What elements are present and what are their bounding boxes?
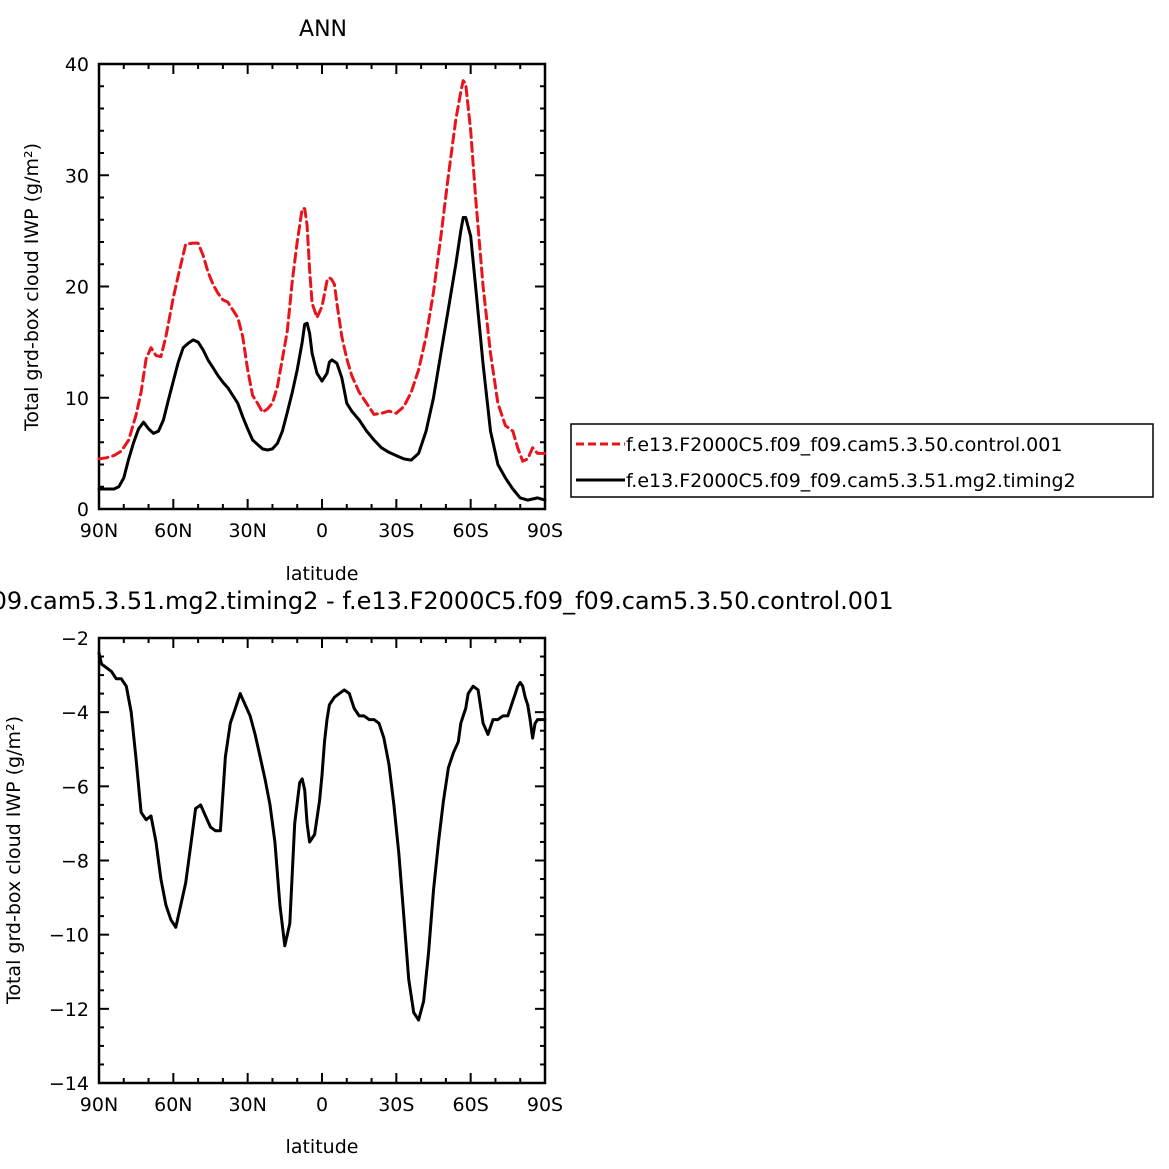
x-tick-label: 0 xyxy=(316,1094,328,1116)
y-tick-label: −12 xyxy=(49,999,89,1021)
y-tick-label: 20 xyxy=(65,277,89,299)
bottom-xlabel: latitude xyxy=(286,1136,359,1158)
y-tick-label: −14 xyxy=(49,1073,89,1095)
x-tick-label: 90N xyxy=(80,520,118,542)
y-tick-label: −6 xyxy=(61,776,89,798)
y-tick-label: −8 xyxy=(61,851,89,873)
top-chart-title: ANN xyxy=(299,17,347,42)
series-line-control xyxy=(97,79,547,463)
y-tick-label: −2 xyxy=(61,628,89,650)
x-tick-label: 0 xyxy=(316,520,328,542)
x-tick-label: 90S xyxy=(527,1094,563,1116)
y-tick-label: 40 xyxy=(65,54,89,76)
x-tick-label: 30N xyxy=(228,1094,266,1116)
x-tick-label: 60S xyxy=(453,1094,489,1116)
top-xlabel: latitude xyxy=(286,563,359,585)
legend: f.e13.F2000C5.f09_f09.cam5.3.50.control.… xyxy=(570,423,1154,498)
x-tick-label: 60S xyxy=(453,520,489,542)
bottom-plot-area: 90N 60N 30N 0 30S 60S 90S −2 −4 −6 −8 −10 −12 −14 xyxy=(49,628,563,1116)
series-line-timing2 xyxy=(97,216,547,502)
legend-label-timing2: f.e13.F2000C5.f09_f09.cam5.3.51.mg2.timi… xyxy=(626,470,1076,492)
x-tick-label: 60N xyxy=(154,1094,192,1116)
y-tick-label: −10 xyxy=(49,925,89,947)
x-tick-label: 30S xyxy=(378,1094,414,1116)
y-tick-label: 30 xyxy=(65,165,89,187)
series-line-difference xyxy=(97,651,547,1022)
top-ylabel: Total grd-box cloud IWP (g/m²) xyxy=(21,143,43,432)
bottom-ylabel: Total grd-box cloud IWP (g/m²) xyxy=(3,716,25,1005)
plot-frame xyxy=(97,62,547,511)
legend-label-control: f.e13.F2000C5.f09_f09.cam5.3.50.control.… xyxy=(626,434,1062,456)
x-tick-label: 90S xyxy=(527,520,563,542)
legend-box xyxy=(570,423,1154,498)
x-tick-label: 60N xyxy=(154,520,192,542)
x-tick-label: 30N xyxy=(228,520,266,542)
y-tick-label: −4 xyxy=(61,702,89,724)
x-tick-label: 90N xyxy=(80,1094,118,1116)
x-tick-label: 30S xyxy=(378,520,414,542)
y-tick-label: 0 xyxy=(77,499,89,521)
plot-frame xyxy=(97,636,547,1085)
top-panel: ANN Total grd-box cloud IWP (g/m²) latit… xyxy=(21,17,563,585)
bottom-panel: f.e13.F2000C5.f09_f09.cam5.3.51.mg2.timi… xyxy=(0,587,894,1158)
top-plot-area: 90N 60N 30N 0 30S 60S 90S 0 10 20 30 40 xyxy=(65,54,563,542)
bottom-chart-title: f.e13.F2000C5.f09_f09.cam5.3.51.mg2.timi… xyxy=(0,587,894,615)
y-tick-label: 10 xyxy=(65,388,89,410)
